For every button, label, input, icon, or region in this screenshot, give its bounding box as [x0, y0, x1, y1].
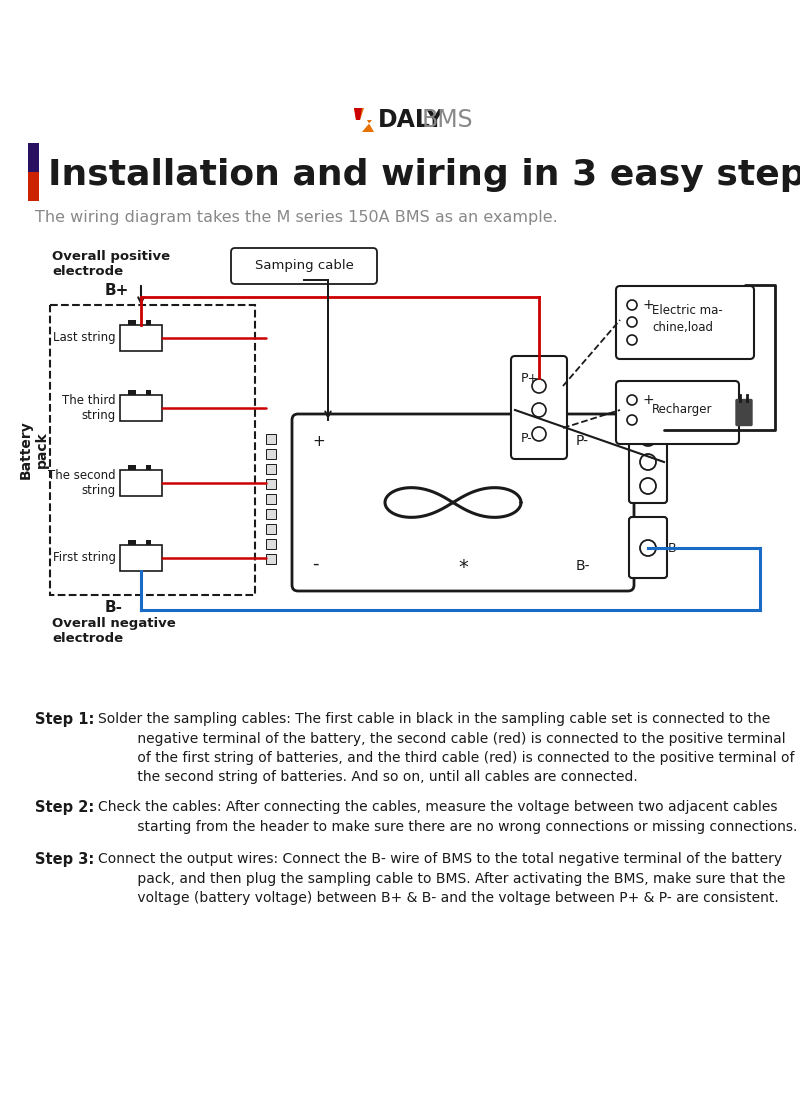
FancyBboxPatch shape	[146, 540, 151, 545]
FancyBboxPatch shape	[120, 395, 162, 421]
Text: B-: B-	[576, 559, 590, 573]
FancyBboxPatch shape	[28, 142, 39, 172]
Text: P-: P-	[521, 432, 533, 445]
FancyBboxPatch shape	[231, 248, 377, 284]
Polygon shape	[354, 109, 374, 132]
FancyBboxPatch shape	[146, 390, 151, 395]
Text: Step 1:: Step 1:	[35, 712, 94, 727]
FancyBboxPatch shape	[292, 414, 634, 591]
FancyBboxPatch shape	[146, 320, 151, 326]
FancyBboxPatch shape	[266, 464, 276, 473]
FancyBboxPatch shape	[616, 381, 739, 444]
Text: B+: B+	[105, 283, 130, 298]
FancyBboxPatch shape	[629, 517, 667, 578]
FancyBboxPatch shape	[266, 553, 276, 564]
FancyBboxPatch shape	[120, 545, 162, 571]
Text: Solder the sampling cables: The first cable in black in the sampling cable set i: Solder the sampling cables: The first ca…	[98, 712, 794, 785]
FancyBboxPatch shape	[266, 509, 276, 520]
Text: The second
string: The second string	[48, 469, 116, 496]
Text: DALY: DALY	[378, 109, 445, 132]
Text: Step 2:: Step 2:	[35, 800, 94, 815]
Text: -: -	[312, 555, 318, 573]
Text: Overall positive
electrode: Overall positive electrode	[52, 250, 170, 278]
Text: The wiring diagram takes the M series 150A BMS as an example.: The wiring diagram takes the M series 15…	[35, 210, 558, 225]
Text: Recharger: Recharger	[652, 403, 713, 416]
FancyBboxPatch shape	[146, 465, 151, 470]
Text: Installation and wiring in 3 easy steps: Installation and wiring in 3 easy steps	[48, 158, 800, 192]
Text: First string: First string	[53, 551, 116, 564]
FancyBboxPatch shape	[266, 524, 276, 534]
Text: Samping cable: Samping cable	[254, 260, 354, 273]
FancyBboxPatch shape	[736, 400, 752, 425]
FancyBboxPatch shape	[28, 142, 39, 201]
FancyBboxPatch shape	[266, 539, 276, 549]
Text: Electric ma-: Electric ma-	[652, 304, 722, 317]
Text: The third
string: The third string	[62, 393, 116, 422]
FancyBboxPatch shape	[266, 434, 276, 444]
Text: Battery
pack: Battery pack	[19, 421, 49, 479]
Text: *: *	[458, 558, 468, 576]
Text: Step 3:: Step 3:	[35, 852, 94, 867]
Text: chine,load: chine,load	[652, 321, 713, 334]
Text: B-: B-	[105, 600, 123, 615]
Text: Last string: Last string	[54, 331, 116, 344]
Text: P+: P+	[521, 372, 539, 385]
Text: BMS: BMS	[422, 109, 474, 132]
FancyBboxPatch shape	[629, 416, 667, 503]
FancyBboxPatch shape	[120, 470, 162, 496]
FancyBboxPatch shape	[120, 326, 162, 351]
Text: +: +	[642, 393, 654, 407]
FancyBboxPatch shape	[266, 494, 276, 504]
FancyBboxPatch shape	[128, 540, 136, 545]
FancyBboxPatch shape	[511, 356, 567, 459]
FancyBboxPatch shape	[128, 320, 136, 326]
Text: P-: P-	[576, 434, 589, 448]
Text: +: +	[312, 434, 325, 449]
Polygon shape	[354, 109, 362, 119]
Text: Connect the output wires: Connect the B- wire of BMS to the total negative termi: Connect the output wires: Connect the B-…	[98, 852, 786, 905]
Text: +: +	[642, 298, 654, 312]
FancyBboxPatch shape	[266, 449, 276, 459]
Text: Overall negative
electrode: Overall negative electrode	[52, 617, 176, 646]
FancyBboxPatch shape	[616, 286, 754, 359]
FancyBboxPatch shape	[128, 465, 136, 470]
FancyBboxPatch shape	[128, 390, 136, 395]
Text: Check the cables: After connecting the cables, measure the voltage between two a: Check the cables: After connecting the c…	[98, 800, 798, 833]
Text: B-: B-	[668, 541, 681, 555]
FancyBboxPatch shape	[266, 479, 276, 489]
